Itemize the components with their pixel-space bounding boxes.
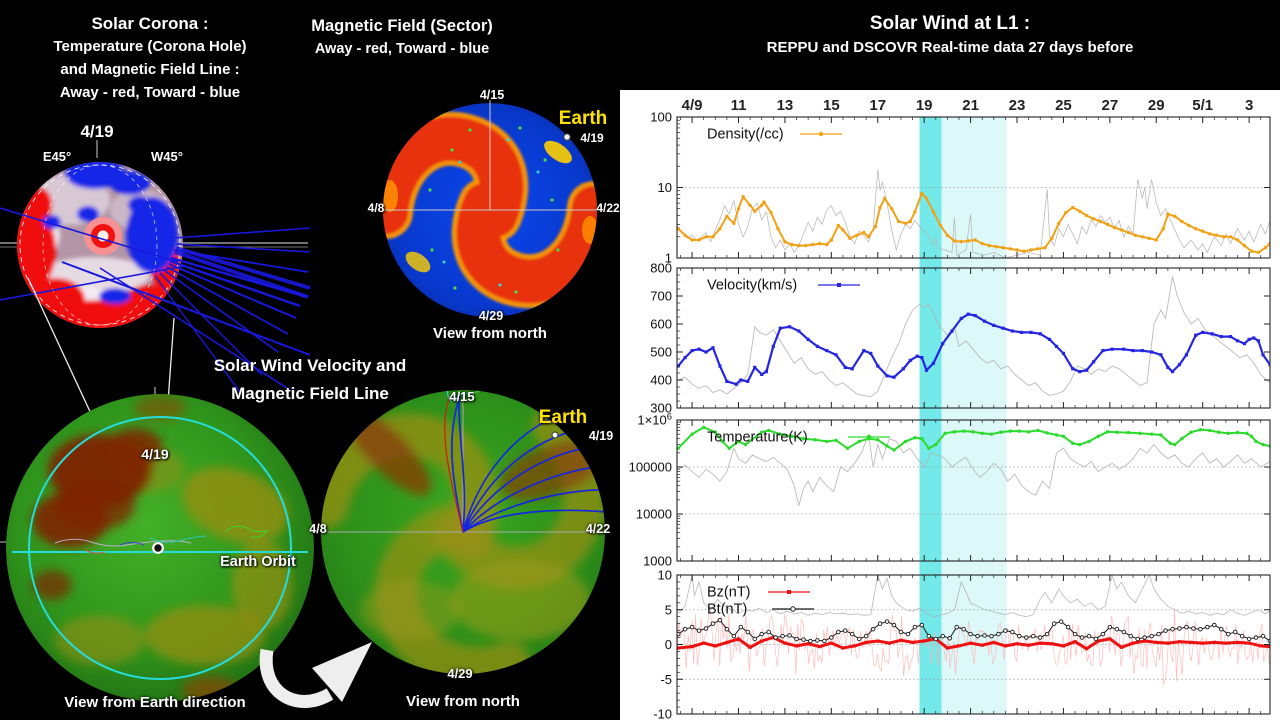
sector-date-left: 4/8	[367, 201, 385, 215]
svg-text:300: 300	[650, 401, 672, 416]
mid-title-block: Solar Wind Velocity and Magnetic Field L…	[175, 352, 445, 408]
svg-text:Bz(nT): Bz(nT)	[707, 585, 751, 601]
svg-text:10: 10	[658, 180, 672, 195]
corona-subtitle-1: Temperature (Corona Hole)	[53, 38, 247, 55]
northview-date-right: 4/22	[585, 522, 611, 536]
svg-text:15: 15	[823, 97, 840, 114]
svg-text:4/9: 4/9	[682, 97, 703, 114]
earth-orbit-label: Earth Orbit	[220, 554, 296, 570]
svg-text:27: 27	[1102, 97, 1119, 114]
charts-subtitle: REPPU and DSCOVR Real-time data 27 days …	[766, 39, 1134, 56]
sector-title: Magnetic Field (Sector)	[311, 17, 493, 35]
corona-east-label: E45°	[42, 149, 72, 164]
sector-date-right: 4/22	[596, 201, 620, 215]
svg-text:1000: 1000	[643, 554, 672, 569]
svg-text:25: 25	[1055, 97, 1072, 114]
svg-text:1×106: 1×106	[637, 412, 672, 428]
svg-text:400: 400	[650, 373, 672, 388]
earthview-caption: View from Earth direction	[64, 694, 246, 711]
svg-text:10: 10	[658, 568, 672, 583]
solar-graphics	[0, 100, 605, 708]
svg-text:700: 700	[650, 289, 672, 304]
svg-text:Velocity(km/s): Velocity(km/s)	[707, 278, 797, 294]
solar-wind-charts: 4/9 11 13 15 17 19 21 23 25 27 29 5/1 3110100Density…	[629, 97, 1271, 720]
mid-title-2: Magnetic Field Line	[231, 384, 389, 403]
sector-disk-graphic	[383, 100, 597, 317]
corona-subtitle-2: and Magnetic Field Line :	[60, 61, 240, 78]
sector-title-block: Magnetic Field (Sector) Away - red, Towa…	[292, 15, 512, 61]
charts-title: Solar Wind at L1 :	[869, 13, 1031, 34]
sector-earth-label: Earth	[558, 108, 608, 129]
date-48-label: 4/8	[309, 522, 327, 536]
corona-sphere-graphic	[17, 140, 183, 328]
sector-date-bottom: 4/29	[478, 309, 504, 323]
svg-text:3: 3	[1245, 97, 1253, 114]
corona-subtitle-3: Away - red, Toward - blue	[59, 84, 241, 101]
svg-text:-5: -5	[660, 672, 672, 687]
svg-text:0: 0	[665, 637, 672, 652]
sector-caption: View from north	[433, 325, 547, 342]
svg-text:5: 5	[665, 602, 672, 617]
earth-marker-sector	[563, 133, 571, 141]
earth-view-sphere-graphic	[0, 394, 314, 702]
svg-text:5/1: 5/1	[1192, 97, 1213, 114]
corona-west-label: W45°	[151, 149, 183, 164]
svg-text:10000: 10000	[636, 507, 672, 522]
svg-text:Temperature(K): Temperature(K)	[707, 430, 808, 446]
svg-text:-10: -10	[653, 707, 672, 720]
svg-text:100: 100	[650, 110, 672, 125]
northview-caption: View from north	[406, 693, 520, 710]
sector-subtitle: Away - red, Toward - blue	[314, 41, 490, 57]
svg-text:29: 29	[1148, 97, 1165, 114]
north-view-disk-graphic	[321, 390, 605, 674]
field-lines-fan	[0, 207, 311, 393]
svg-text:1: 1	[665, 251, 672, 266]
svg-text:17: 17	[869, 97, 886, 114]
northview-date-top: 4/15	[449, 389, 475, 404]
svg-text:500: 500	[650, 345, 672, 360]
svg-text:Density(/cc): Density(/cc)	[707, 127, 784, 143]
corona-title-block: Solar Corona : Temperature (Corona Hole)…	[30, 12, 270, 104]
svg-text:13: 13	[777, 97, 794, 114]
mid-title-1: Solar Wind Velocity and	[213, 356, 407, 375]
svg-text:19: 19	[916, 97, 933, 114]
sector-date-top: 4/15	[479, 88, 505, 102]
svg-text:800: 800	[650, 261, 672, 276]
svg-text:23: 23	[1009, 97, 1026, 114]
northview-earth-label: Earth	[538, 407, 588, 428]
earth-marker-northview	[551, 431, 559, 439]
earth-direction-marker	[152, 542, 164, 554]
svg-text:600: 600	[650, 317, 672, 332]
svg-text:11: 11	[731, 97, 747, 114]
svg-text:100000: 100000	[629, 460, 672, 475]
charts-header: Solar Wind at L1 : REPPU and DSCOVR Real…	[620, 12, 1280, 60]
svg-text:21: 21	[962, 97, 979, 114]
corona-date-label: 4/19	[80, 122, 114, 141]
corona-title: Solar Corona :	[91, 14, 209, 33]
solar-wind-charts-panel: 4/9 11 13 15 17 19 21 23 25 27 29 5/1 3 1 10 100 Density…	[620, 90, 1280, 720]
northview-date-bottom: 4/29	[447, 666, 473, 681]
svg-text:Bt(nT): Bt(nT)	[707, 602, 747, 618]
northview-earth-date: 4/19	[588, 429, 614, 443]
sector-earth-date: 4/19	[580, 131, 604, 145]
earthview-date-label: 4/19	[141, 446, 169, 462]
rotate-arrow-icon	[259, 642, 372, 708]
